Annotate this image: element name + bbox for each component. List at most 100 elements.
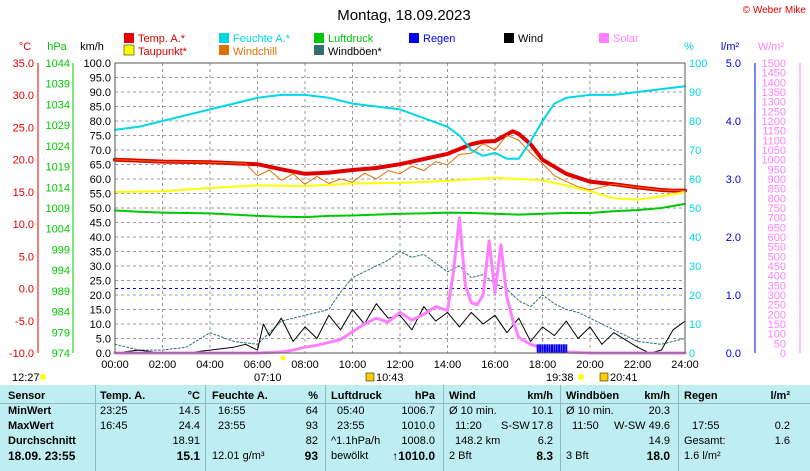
y-tick-label-wind: 95.0	[90, 73, 111, 85]
y-tick-label-rain: 3.0	[726, 174, 741, 186]
rain-header: Regen	[684, 390, 718, 402]
y-tick-label-solar: 550	[768, 242, 786, 254]
copyright-text: © Weber Mike	[743, 5, 807, 16]
y-tick-label-wind: 60.0	[90, 174, 111, 186]
y-tick-label-temp: 30.0	[13, 90, 34, 102]
legend-label-solar: Solar	[613, 33, 639, 45]
col-divider	[678, 385, 679, 471]
temp-max-value: 24.4	[178, 420, 200, 432]
y-tick-label-solar: 1100	[762, 135, 786, 147]
col-divider	[325, 385, 326, 471]
y-tick-label-wind: 80.0	[90, 116, 111, 128]
pressure-header: Luftdruck	[331, 390, 382, 402]
pressure-min-time: 05:40	[337, 405, 365, 417]
legend-swatch-gusts	[314, 45, 324, 55]
y-tick-label-solar: 1500	[762, 58, 786, 70]
y-tick-label-wind: 85.0	[90, 102, 111, 114]
wind-unit: km/h	[527, 390, 553, 402]
rain-bar	[536, 344, 539, 353]
y-tick-label-humidity: 40	[689, 232, 701, 244]
plot-grid	[115, 63, 685, 353]
y-tick-label-wind: 20.0	[90, 290, 111, 302]
y-tick-label-pressure: 1029	[46, 120, 70, 132]
gust-max-value: 49.6	[648, 420, 670, 432]
y-tick-label-wind: 70.0	[90, 145, 111, 157]
y-tick-label-pressure: 1039	[46, 79, 70, 91]
y-tick-label-solar: 750	[768, 203, 786, 215]
y-tick-label-temp: 0.0	[19, 284, 34, 296]
legend-swatch-humidity	[219, 33, 229, 43]
rain-max-value: 0.2	[774, 420, 790, 432]
sensor-column: Sensor MinWert MaxWert Durchschnitt 18.0…	[8, 389, 94, 464]
y-tick-label-solar: 800	[768, 193, 786, 205]
series-line-luftdruck	[114, 202, 686, 219]
y-tick-label-wind: 40.0	[90, 232, 111, 244]
rain-bar	[558, 344, 561, 353]
legend-swatch-pressure	[314, 33, 324, 43]
y-tick-label-solar: 500	[768, 251, 786, 263]
rain-bar	[560, 344, 563, 353]
pressure-avg-value: 1008.0	[401, 435, 435, 447]
sensor-header: Sensor	[8, 390, 46, 402]
gust-max-direction: W-SW	[614, 420, 646, 432]
rain-bar	[562, 344, 565, 353]
sun-moon-row: 12:27 07:10 10:43 19:38 20:41	[12, 355, 638, 384]
y-tick-label-solar: 650	[768, 222, 786, 234]
legend-label-dewpoint: Taupunkt*	[138, 46, 188, 58]
y-tick-label-wind: 5.0	[96, 334, 111, 346]
humidity-max-time: 23:55	[218, 420, 246, 432]
gust-unit: km/h	[644, 390, 670, 402]
row-label-max: MaxWert	[8, 420, 54, 432]
y-tick-label-solar: 1000	[762, 155, 786, 167]
pressure-unit: hPa	[414, 390, 435, 402]
x-tick-label: 20:00	[576, 359, 604, 371]
wind-header: Wind	[449, 390, 476, 402]
x-tick-label: 12:00	[386, 359, 414, 371]
rain-max-time: 17:55	[692, 420, 720, 432]
y-tick-label-temp: 15.0	[13, 187, 34, 199]
y-tick-label-solar: 1150	[762, 126, 786, 138]
y-tick-label-temp: -5.0	[15, 316, 34, 328]
humidity-column: Feuchte A.% 16:55 64 23:55 93 82 12.01 g/m…	[212, 389, 318, 464]
temp-now-value: 15.1	[176, 449, 200, 463]
y-tick-label-humidity: 20	[689, 290, 701, 302]
y-tick-label-temp: 10.0	[13, 219, 34, 231]
y-tick-label-solar: 1050	[762, 145, 786, 157]
axis-header-solar: W/m²	[758, 41, 785, 53]
y-tick-label-solar: 850	[768, 184, 786, 196]
chart-series	[113, 85, 687, 355]
y-tick-label-wind: 90.0	[90, 87, 111, 99]
sunrise-icon	[280, 355, 286, 361]
wind-avg10-value: 10.1	[531, 405, 553, 417]
row-label-avg: Durchschnitt	[8, 435, 76, 447]
wind-distance: 148.2 km	[455, 435, 501, 447]
y-tick-label-solar: 1300	[762, 97, 786, 109]
legend-label-rain: Regen	[423, 33, 455, 45]
x-tick-label: 22:00	[624, 359, 652, 371]
moonset-icon	[599, 372, 609, 382]
axis-header-wind: km/h	[80, 41, 104, 53]
col-divider	[443, 385, 444, 471]
y-tick-label-wind: 45.0	[90, 218, 111, 230]
y-tick-label-rain: 0.0	[726, 348, 741, 360]
legend-label-gusts: Windböen*	[328, 46, 383, 58]
y-tick-label-rain: 4.0	[726, 116, 741, 128]
x-tick-label: 06:00	[244, 359, 272, 371]
sun-icon	[40, 374, 46, 380]
x-tick-label: 00:00	[101, 359, 129, 371]
y-tick-label-solar: 400	[768, 271, 786, 283]
gust-header: Windböen	[566, 390, 620, 402]
pressure-min-value: 1006.7	[401, 405, 435, 417]
y-tick-label-wind: 55.0	[90, 189, 111, 201]
gust-avg10-value: 20.3	[648, 405, 670, 417]
y-tick-label-temp: 20.0	[13, 155, 34, 167]
y-tick-label-wind: 0.0	[96, 348, 111, 360]
y-tick-label-solar: 1250	[762, 106, 786, 118]
temp-max-time: 16:45	[100, 420, 128, 432]
x-tick-label: 04:00	[196, 359, 224, 371]
wind-avg-value: 6.2	[537, 435, 553, 447]
y-tick-label-wind: 65.0	[90, 160, 111, 172]
x-tick-label: 14:00	[434, 359, 462, 371]
y-tick-label-pressure: 984	[52, 307, 70, 319]
rain-bar	[543, 344, 546, 353]
